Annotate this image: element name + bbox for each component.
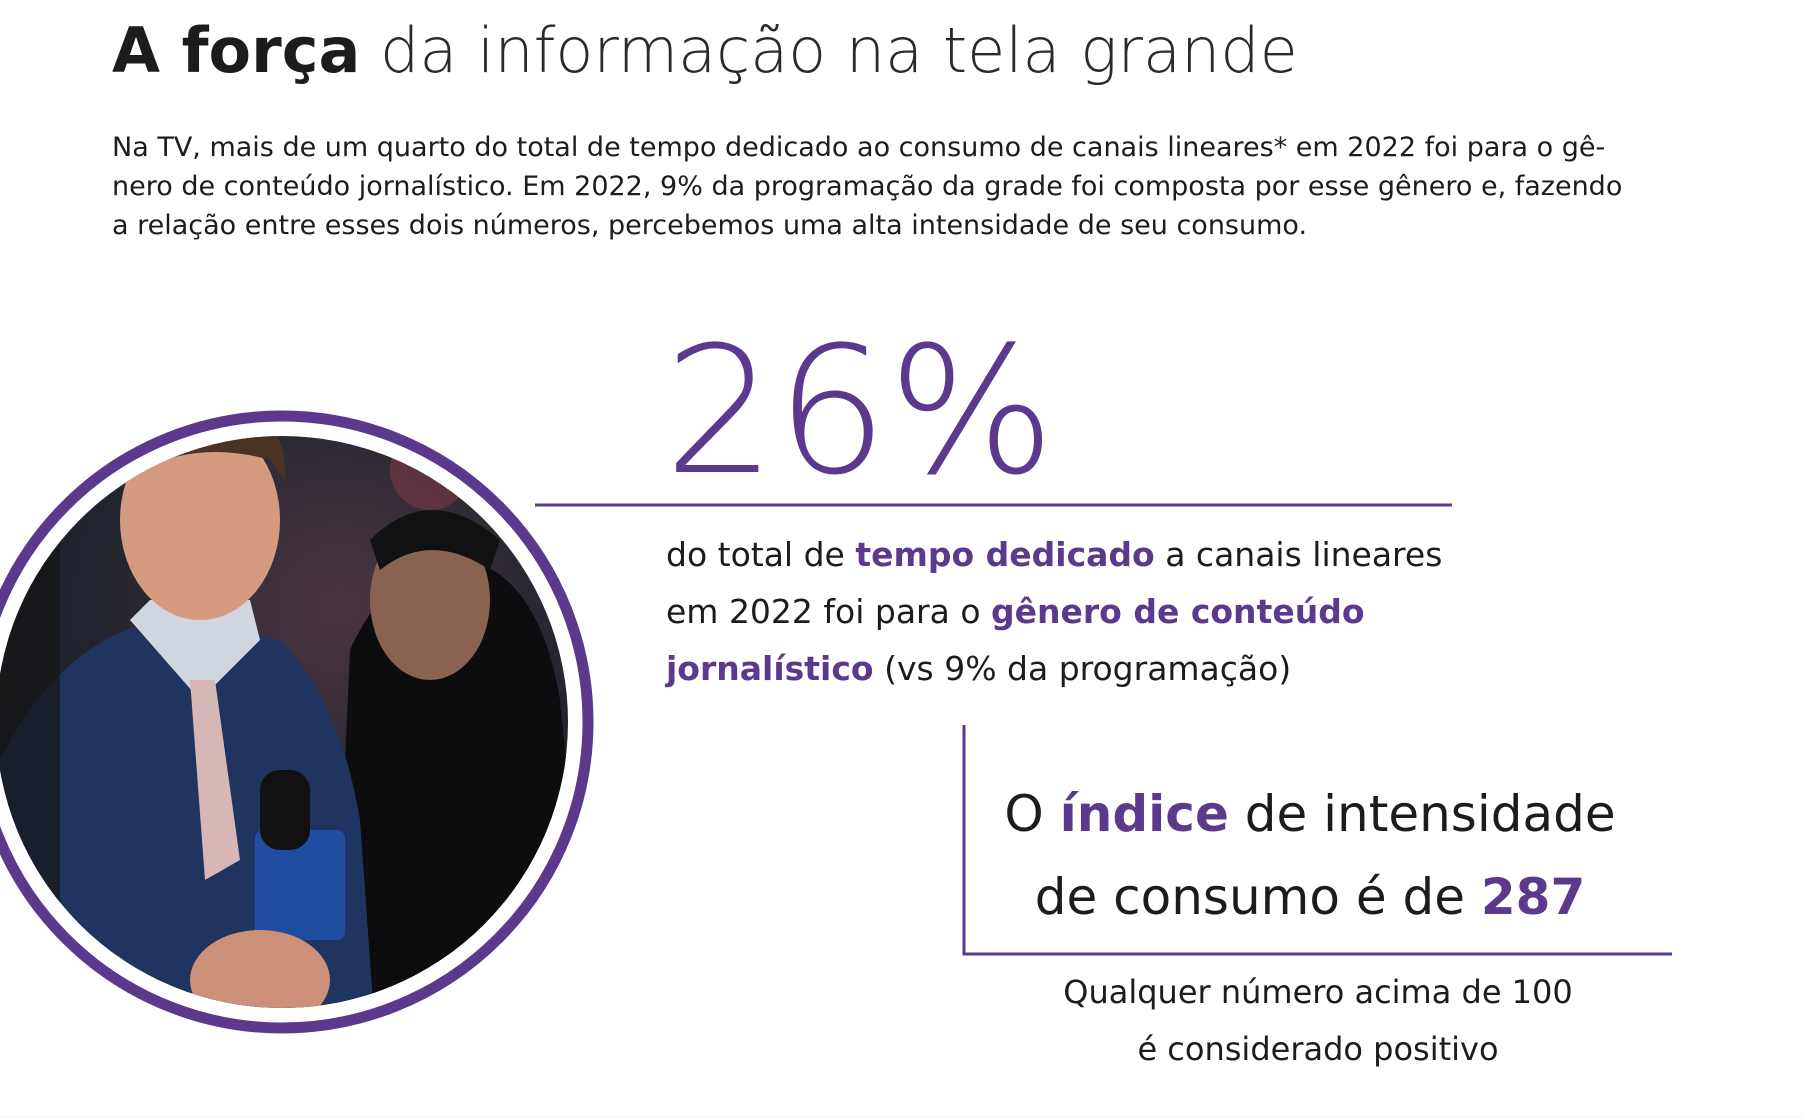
highlight: tempo dedicado [855,535,1154,574]
index-frame [962,725,1672,956]
highlight: índice [1060,785,1229,843]
highlight: 287 [1481,868,1585,926]
title: A força da informação na tela grande [112,14,1298,87]
index-word: O [1004,785,1043,843]
title-bold: A força [112,14,360,87]
intro-line: a relação entre esses dois números, perc… [112,210,1307,241]
index-line: O índice de intensidade [1004,785,1615,843]
intro-line: Na TV, mais de um quarto do total de tem… [112,132,1605,163]
highlight: jornalístico [664,649,874,688]
description-line: em 2022 foi para o gênero de conteúdo [666,592,1365,631]
description-text: a canais lineares [1165,535,1442,574]
stat-value: 26% [664,309,1055,514]
description-line: jornalístico (vs 9% da programação) [664,649,1291,688]
description-text: do total de [666,535,845,574]
stat-description: do total de tempo dedicado a canais line… [664,535,1442,688]
index-note: Qualquer número acima de 100 é considerad… [1063,973,1573,1068]
index-word: de consumo é de [1035,868,1465,926]
index-line: de consumo é de 287 [1035,868,1586,926]
title-light: da informação na tela grande [380,14,1298,87]
intro: Na TV, mais de um quarto do total de tem… [112,132,1622,241]
description-text: em 2022 foi para o [666,592,981,631]
photo [0,410,1804,1118]
note-line: Qualquer número acima de 100 [1063,973,1573,1011]
description-line: do total de tempo dedicado a canais line… [666,535,1442,574]
description-text: (vs 9% da programação) [884,649,1291,688]
note-line: é considerado positivo [1137,1030,1498,1068]
index-word: de intensidade [1245,785,1616,843]
index-text: O índice de intensidade de consumo é de 2… [1004,785,1615,926]
highlight: gênero de conteúdo [991,592,1364,631]
intro-line: nero de conteúdo jornalístico. Em 2022, … [112,171,1622,202]
